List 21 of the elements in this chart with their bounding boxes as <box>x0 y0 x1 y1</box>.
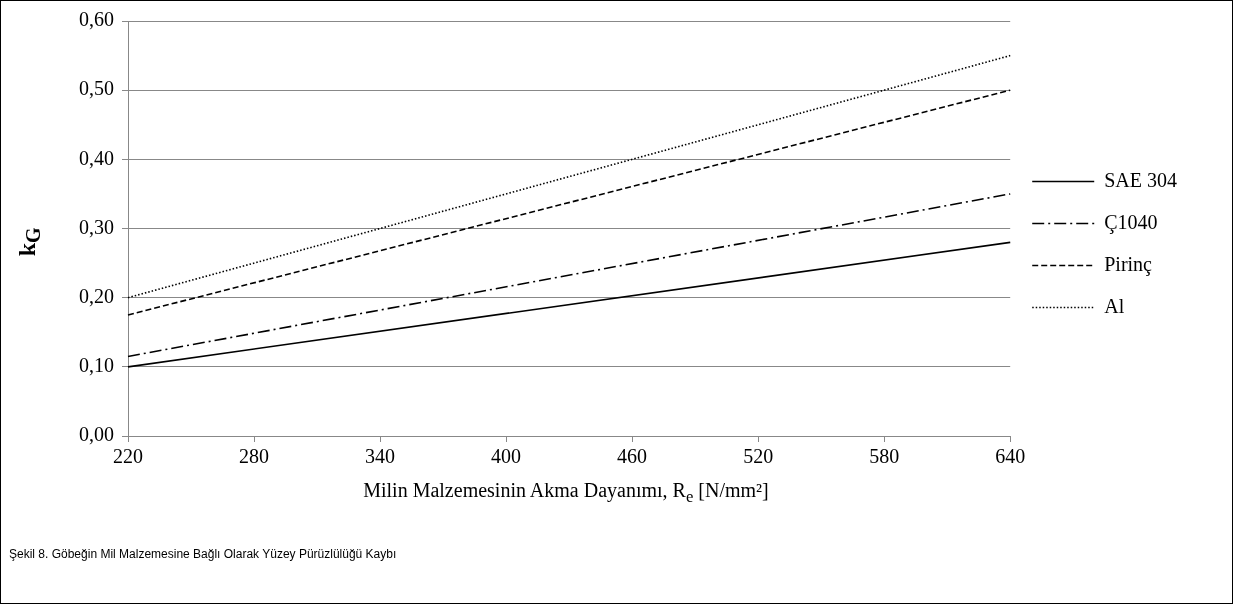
legend-label: Ç1040 <box>1104 210 1158 234</box>
x-tick-label: 400 <box>491 445 522 468</box>
legend-label: Al <box>1104 294 1125 317</box>
y-tick-label: 0,30 <box>79 215 114 238</box>
x-tick-label: 640 <box>995 445 1026 468</box>
y-tick-label: 0,60 <box>79 8 114 31</box>
y-tick-label: 0,10 <box>79 354 114 377</box>
y-tick-label: 0,20 <box>79 284 114 307</box>
legend-label: SAE 304 <box>1104 168 1178 191</box>
x-axis-title: Milin Malzemesinin Akma Dayanımı, R$_{e}$ [N/mm²] <box>362 479 770 507</box>
y-tick-label: 0,40 <box>79 146 114 169</box>
x-tick-label: 280 <box>239 445 270 468</box>
x-tick-label: 220 <box>113 445 143 468</box>
y-tick-label: 0,00 <box>79 423 114 446</box>
x-tick-label: 580 <box>869 445 900 468</box>
x-tick-label: 460 <box>617 445 648 468</box>
y-tick-label: 0,50 <box>79 77 114 100</box>
text: Şekil 8. Göbeğin Mil Malzemesine Bağlı Olarak Yüzey Pürüzlülüğü Kaybı <box>9 547 397 561</box>
x-tick-label: 340 <box>365 445 396 468</box>
legend-label: Pirinç <box>1104 252 1153 276</box>
x-tick-label: 520 <box>743 445 774 468</box>
